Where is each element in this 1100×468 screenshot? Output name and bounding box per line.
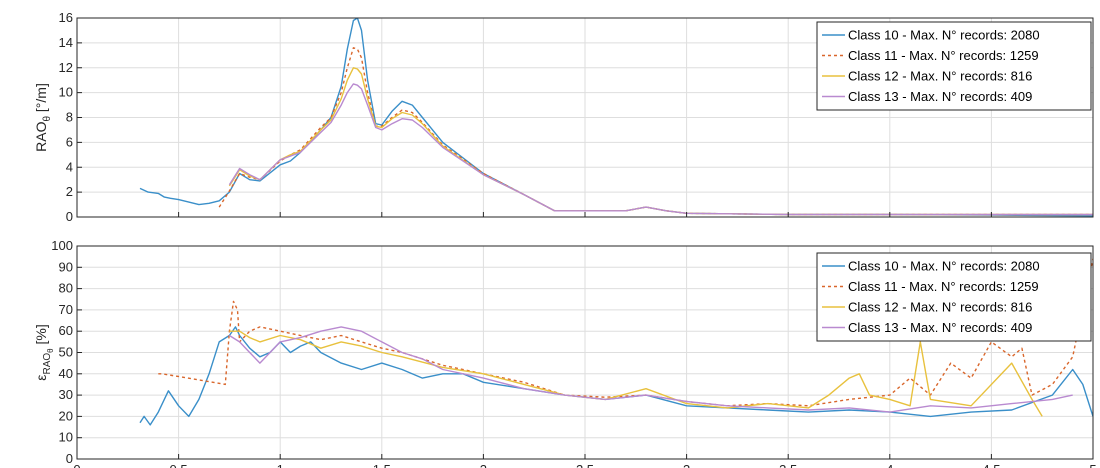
y-axis-label: εRAOθ [%] [33, 324, 55, 381]
legend-label-1: Class 11 - Max. N° records: 1259 [848, 48, 1039, 63]
y-tick-label: 80 [59, 281, 73, 296]
y-axis-label-unit: [%] [33, 324, 49, 348]
y-tick-label: 50 [59, 345, 73, 360]
legend-label-0: Class 10 - Max. N° records: 2080 [848, 259, 1040, 274]
y-tick-label: 6 [66, 134, 73, 149]
x-tick-label: 5 [1089, 462, 1096, 468]
x-tick-label: 4.5 [982, 462, 1000, 468]
legend-box [816, 21, 1092, 111]
x-tick-label: 1 [277, 462, 284, 468]
y-axis-label: RAOθ [°/m] [33, 83, 53, 152]
x-tick-label: 1.5 [373, 462, 391, 468]
x-tick-label: 2.5 [576, 462, 594, 468]
series-line-1 [158, 258, 1093, 407]
ticks: 00.511.522.533.544.550102030405060708090… [51, 238, 1096, 468]
y-axis-label-sub: RAO [42, 353, 53, 375]
y-tick-label: 20 [59, 408, 73, 423]
y-axis-label-main: ε [33, 375, 49, 381]
y-tick-label: 90 [59, 259, 73, 274]
legend: Class 10 - Max. N° records: 2080 Class 11… [816, 21, 1092, 111]
y-tick-label: 60 [59, 323, 73, 338]
y-tick-label: 4 [66, 159, 73, 174]
y-tick-label: 0 [66, 451, 73, 466]
legend-label-2: Class 12 - Max. N° records: 816 [848, 69, 1032, 84]
x-tick-label: 2 [480, 462, 487, 468]
series-line-3 [229, 326, 1073, 413]
y-tick-label: 30 [59, 387, 73, 402]
y-tick-label: 70 [59, 302, 73, 317]
legend-label-3: Class 13 - Max. N° records: 409 [848, 320, 1032, 335]
y-tick-label: 10 [59, 430, 73, 445]
x-tick-label: 0.5 [170, 462, 188, 468]
x-tick-label: 0 [73, 462, 80, 468]
y-axis-label-main: RAO [33, 121, 49, 151]
y-axis-label-unit: [°/m] [33, 83, 49, 116]
y-tick-label: 100 [51, 238, 73, 253]
y-axis-label-subsub: θ [46, 348, 55, 353]
y-axis-label-sub: θ [42, 116, 53, 122]
legend-label-1: Class 11 - Max. N° records: 1259 [848, 279, 1039, 294]
legend: Class 10 - Max. N° records: 2080 Class 11… [816, 252, 1092, 342]
y-tick-label: 10 [59, 85, 73, 100]
legend-label-2: Class 12 - Max. N° records: 816 [848, 300, 1032, 315]
series-lines [139, 18, 1093, 217]
series-line-3 [228, 83, 1093, 216]
y-tick-label: 14 [59, 35, 73, 50]
series-line-2 [229, 330, 1043, 417]
x-tick-label: 3.5 [779, 462, 797, 468]
legend-label-3: Class 13 - Max. N° records: 409 [848, 89, 1032, 104]
legend-box [816, 252, 1092, 342]
error-panel: 00.511.522.533.544.550102030405060708090… [33, 238, 1097, 468]
y-tick-label: 2 [66, 184, 73, 199]
ticks: 0 2 4 6 8 10 12 14 16 [59, 10, 1094, 224]
legend-label-0: Class 10 - Max. N° records: 2080 [848, 28, 1040, 43]
series-line-0 [139, 326, 1093, 426]
x-tick-label: 3 [683, 462, 690, 468]
series-lines [139, 258, 1093, 426]
x-tick-label: 4 [886, 462, 893, 468]
y-tick-label: 8 [66, 110, 73, 125]
y-tick-label: 0 [66, 209, 73, 224]
y-tick-label: 40 [59, 366, 73, 381]
y-tick-label: 16 [59, 10, 73, 25]
y-tick-label: 12 [59, 60, 73, 75]
rao-panel: 0 2 4 6 8 10 12 14 16 RAOθ [°/m] Class 10 - Max. N… [33, 10, 1094, 224]
